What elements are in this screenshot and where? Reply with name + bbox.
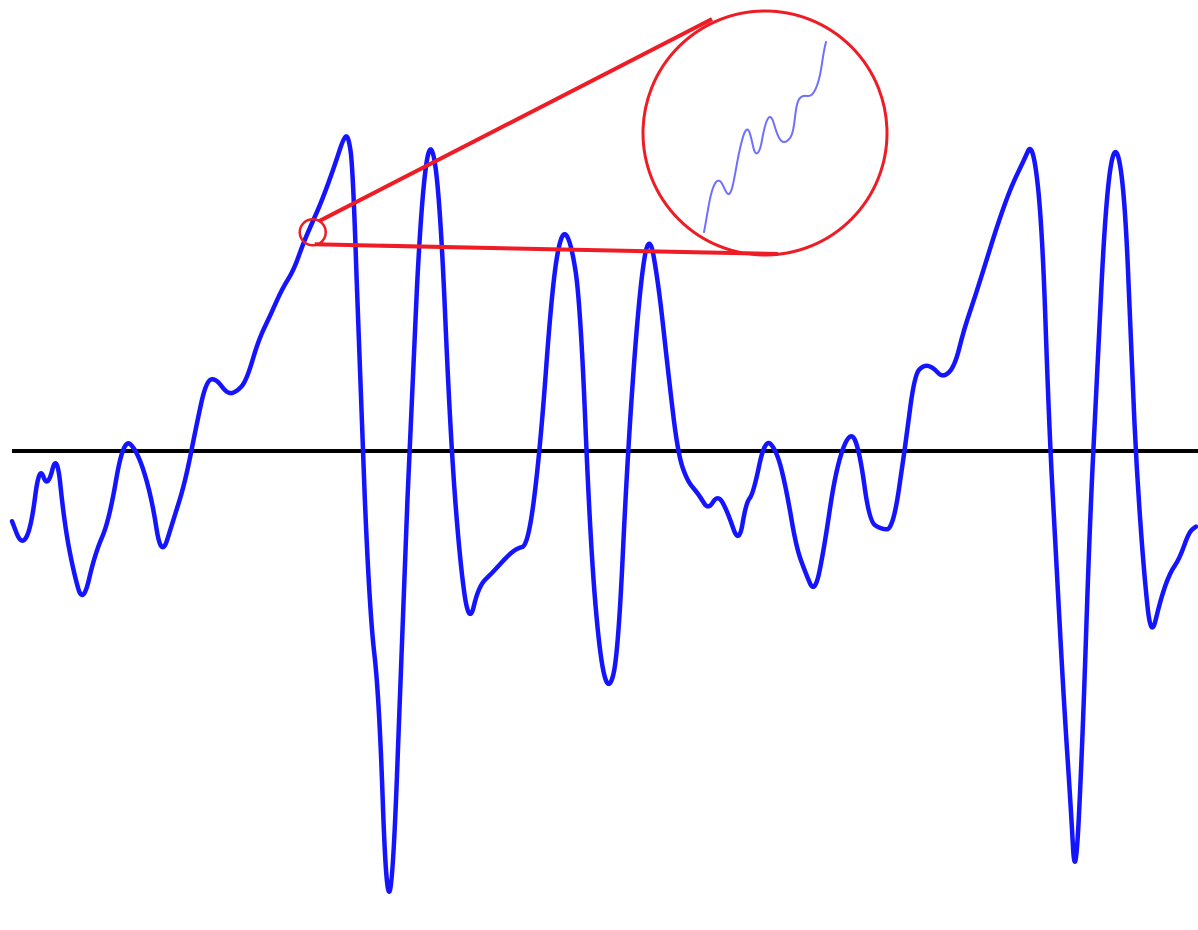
zoom-inset-circle [641, 9, 889, 257]
zoom-annotation [298, 9, 889, 257]
zoom-target-circle [298, 218, 327, 247]
zoom-connector-top [317, 17, 713, 224]
zoom-connector-bottom [314, 242, 779, 256]
zoom-inset-signal [703, 41, 827, 233]
plot-area [9, 134, 1198, 894]
signal-series-line-0 [9, 134, 1198, 894]
